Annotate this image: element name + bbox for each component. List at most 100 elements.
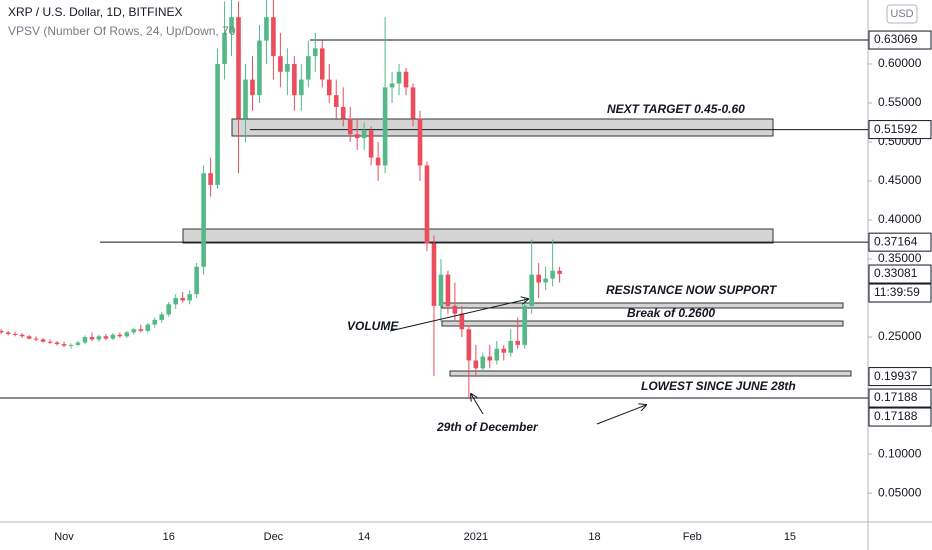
candle-body — [96, 336, 102, 340]
candle-body — [110, 334, 116, 339]
candle-body — [410, 87, 416, 119]
candle-body — [33, 338, 39, 340]
annotation: NEXT TARGET 0.45-0.60 — [607, 102, 745, 116]
y-tick-label: 0.05000 — [878, 485, 922, 499]
candle-body — [473, 360, 479, 369]
candle-body — [12, 333, 18, 335]
candle-body — [40, 339, 46, 342]
annotation: RESISTANCE NOW SUPPORT — [606, 283, 778, 297]
candle-body — [131, 329, 137, 333]
zone — [441, 320, 844, 327]
y-tick-label: 0.60000 — [878, 56, 922, 70]
price-label: 0.51592 — [874, 122, 918, 136]
candle-body — [333, 95, 339, 107]
candle-body — [145, 324, 151, 331]
candle-body — [103, 336, 109, 339]
arrows — [389, 299, 646, 425]
price-label-box — [868, 283, 932, 303]
price-label: 0.63069 — [874, 32, 918, 46]
candle-body — [236, 17, 241, 119]
candle-body — [166, 304, 172, 315]
candle-body — [319, 48, 325, 80]
candle-body — [187, 294, 192, 301]
candle-body — [257, 40, 262, 96]
currency[interactable]: USD — [890, 8, 913, 20]
currency-box[interactable] — [886, 4, 918, 24]
candle-body — [403, 71, 409, 88]
candle-body — [5, 332, 11, 334]
price-label-box — [868, 120, 932, 140]
candle-body — [19, 334, 25, 337]
candle-body — [0, 330, 4, 333]
candle-body — [138, 329, 144, 331]
candle-body — [271, 17, 276, 57]
x-tick-label: Feb — [683, 531, 702, 543]
candle-body — [117, 334, 123, 337]
price-label: 0.37164 — [874, 234, 918, 248]
x-tick-label: Dec — [264, 531, 284, 543]
annotation: LOWEST SINCE JUNE 28th — [641, 379, 796, 393]
indicator-label: VPSV (Number Of Rows, 24, Up/Down, 70 — [8, 24, 236, 38]
candle-body — [173, 298, 178, 305]
annotation: VOLUME — [347, 319, 399, 333]
candle-body — [396, 71, 402, 84]
candle-body — [159, 314, 165, 320]
candle-body — [292, 63, 297, 96]
price-label-box — [868, 388, 932, 408]
zones — [182, 118, 852, 377]
x-tick-label: 15 — [784, 531, 796, 543]
y-tick-label: 0.25000 — [878, 329, 922, 343]
candle-body — [47, 341, 53, 343]
candle-body — [459, 313, 465, 330]
candle-body — [68, 344, 74, 346]
candle-body — [445, 274, 451, 306]
candle-body — [375, 157, 381, 166]
chart-title: XRP / U.S. Dollar, 1D, BITFINEX — [8, 5, 183, 19]
y-tick-label: 0.40000 — [878, 212, 922, 226]
candle-body — [550, 270, 555, 279]
candle-body — [438, 274, 444, 306]
candle-body — [466, 329, 472, 361]
candle-body — [536, 274, 541, 283]
price-label: 0.17188 — [874, 390, 918, 404]
candle-body — [557, 270, 562, 274]
candle-body — [361, 130, 367, 139]
candle-body — [89, 337, 95, 340]
candle-body — [306, 56, 311, 80]
candle-body — [201, 173, 206, 267]
candle-body — [229, 17, 234, 33]
candle-body — [75, 342, 81, 345]
arrow — [596, 405, 646, 425]
price-axis: 0.05000 0.10000 0.25000 0.35000 0.40000 0.450… — [868, 30, 932, 499]
candle-body — [326, 79, 332, 96]
annotation: Break of 0.2600 — [627, 306, 715, 320]
candle-body — [431, 243, 437, 306]
price-label: 0.19937 — [874, 369, 918, 383]
candle-body — [54, 342, 60, 345]
candle-body — [215, 63, 220, 185]
price-label-box — [868, 367, 932, 387]
candle-body — [243, 79, 248, 119]
candle-body — [313, 48, 318, 57]
candle-body — [26, 336, 32, 339]
candle-body — [368, 130, 374, 158]
candles — [0, 0, 562, 398]
candle-body — [222, 32, 227, 64]
candle-body — [208, 173, 213, 185]
price-label-box — [868, 30, 932, 50]
zone — [449, 370, 852, 377]
candle-body — [487, 356, 493, 361]
x-tick-label: 18 — [588, 531, 600, 543]
candle-body — [285, 63, 290, 72]
annotation: 29th of December — [436, 420, 539, 434]
price-label: 11:39:59 — [874, 285, 920, 299]
candle-body — [494, 348, 500, 361]
candle-body — [515, 340, 521, 345]
y-tick-label: 0.35000 — [878, 251, 922, 265]
zone — [182, 228, 774, 244]
candle-body — [501, 348, 507, 353]
candle-body — [194, 266, 199, 295]
price-label-box — [868, 232, 932, 252]
